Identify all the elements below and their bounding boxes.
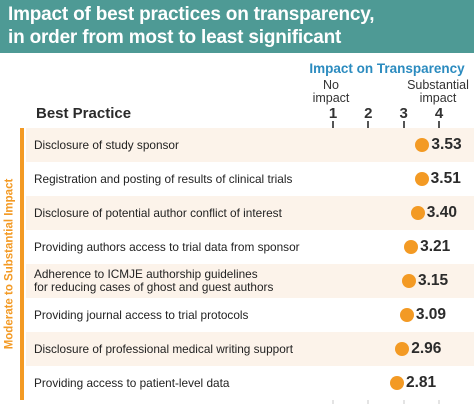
row-label-line: Registration and posting of results of c… (34, 171, 293, 186)
scale-high-label: Substantial impact (402, 79, 474, 104)
row-label: Disclosure of professional medical writi… (34, 332, 330, 366)
scale-low-label-line-1: No (323, 78, 339, 92)
data-point (415, 138, 430, 152)
data-label: 3.53 (431, 136, 462, 153)
chart-title-line-1: Impact of best practices on transparency… (8, 4, 375, 25)
row-label-line: Adherence to ICMJE authorship guidelines (34, 267, 258, 281)
row-label: Registration and posting of results of c… (34, 162, 330, 196)
row-label-line: Disclosure of professional medical writi… (34, 341, 293, 356)
data-label: 3.21 (420, 238, 451, 255)
data-label: 3.40 (426, 204, 457, 221)
data-label: 2.81 (405, 374, 437, 391)
data-label: 3.15 (417, 272, 449, 289)
row-label: Adherence to ICMJE authorship guidelines… (34, 264, 330, 298)
tick-mark (438, 121, 440, 128)
data-label: 2.96 (411, 340, 442, 357)
data-point (410, 206, 425, 220)
row-label-line: Providing authors access to trial data f… (34, 239, 300, 254)
tick-mark (332, 121, 334, 128)
data-point (404, 240, 419, 254)
table-row: Disclosure of study sponsor (26, 128, 474, 162)
tick-mark (367, 121, 370, 128)
tick-label: 1 (328, 105, 338, 122)
row-label-line: Providing access to patient-level data (34, 375, 230, 390)
group-label-text: Moderate to Substantial Impact (3, 178, 16, 350)
data-point (401, 274, 416, 288)
row-label-line: Disclosure of study sponsor (34, 137, 179, 152)
tick-label: 3 (399, 105, 408, 122)
table-row: Registration and posting of results of c… (26, 162, 474, 196)
data-point (395, 342, 410, 356)
group-bracket (20, 128, 24, 400)
data-label: 3.09 (415, 306, 447, 323)
data-label: 3.51 (430, 170, 461, 187)
row-label-line: Disclosure of potential author conflict … (34, 205, 282, 220)
scale-high-label-line-1: Substantial (407, 78, 469, 92)
table-row: Providing journal access to trial protoc… (26, 298, 474, 332)
data-point (414, 172, 429, 186)
chart-title-line-2: in order from most to least significant (8, 27, 342, 48)
data-point (399, 308, 414, 322)
group-label: Moderate to Substantial Impact (2, 128, 16, 400)
scale-low-label: No impact (308, 79, 354, 104)
tick-label: 4 (434, 105, 444, 122)
table-row: Providing access to patient-level data (26, 366, 474, 400)
row-label: Providing authors access to trial data f… (34, 230, 330, 264)
tick-mark (402, 121, 405, 128)
row-label-line: for reducing cases of ghost and guest au… (34, 280, 274, 294)
table-row: Providing authors access to trial data f… (26, 230, 474, 264)
row-label: Disclosure of study sponsor (34, 128, 330, 162)
row-label-line: Providing journal access to trial protoc… (34, 307, 249, 322)
table-row: Adherence to ICMJE authorship guidelines… (26, 264, 474, 298)
table-row: Disclosure of potential author conflict … (26, 196, 474, 230)
chart-header: Impact of best practices on transparency… (0, 0, 474, 53)
scale-high-label-line-2: impact (419, 90, 457, 105)
scale-title: Impact on Transparency (309, 61, 465, 76)
data-point (389, 376, 404, 390)
scale-low-label-line-2: impact (312, 90, 350, 105)
row-label: Providing access to patient-level data (34, 366, 330, 400)
tick-label: 2 (364, 105, 373, 122)
row-label: Disclosure of potential author conflict … (34, 196, 330, 230)
row-label: Providing journal access to trial protoc… (34, 298, 330, 332)
column-header: Best Practice (36, 105, 132, 122)
